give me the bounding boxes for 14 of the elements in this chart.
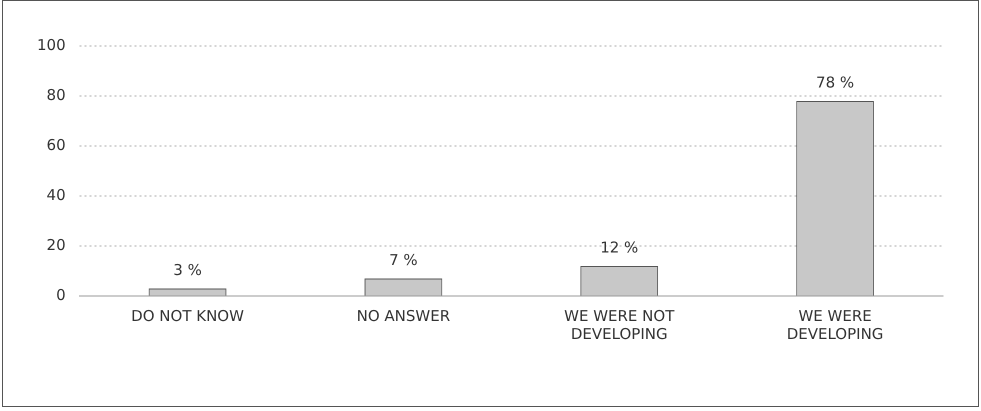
x-tick-label: WE WERE NOT DEVELOPING [564,306,676,343]
data-label: 3 % [173,260,202,279]
y-tick-label: 100 [36,36,66,54]
data-label: 7 % [389,250,418,269]
y-tick-label: 60 [46,136,66,154]
y-tick-label: 80 [46,86,66,104]
data-label: 12 % [600,238,638,256]
x-tick-label: DO NOT KNOW [131,306,244,325]
x-tick-label: WE WERE DEVELOPING [786,306,884,343]
y-tick-label: 40 [46,186,66,204]
x-tick-label: NO ANSWER [356,306,450,325]
y-tick-label: 0 [56,286,66,304]
data-label: 78 % [816,73,854,92]
y-tick-label: 20 [46,236,66,254]
